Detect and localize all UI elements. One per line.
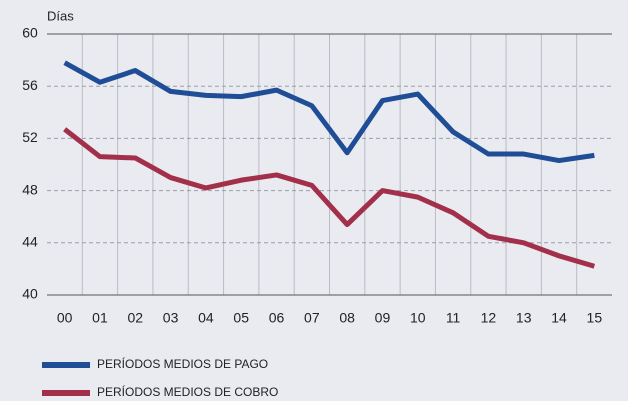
x-tick-label: 10 [410,310,426,326]
y-tick-label: 56 [22,77,38,93]
y-tick-label: 44 [22,234,38,250]
x-tick-label: 11 [446,310,461,326]
x-tick-label: 01 [92,310,108,326]
x-tick-label: 12 [481,310,497,326]
x-tick-label: 08 [339,310,355,326]
y-tick-label: 40 [22,286,38,302]
x-tick-label: 13 [516,310,532,326]
legend-label: PERÍODOS MEDIOS DE PAGO [97,356,268,371]
legend-label: PERÍODOS MEDIOS DE COBRO [97,384,278,399]
y-tick-label: 48 [22,181,38,197]
x-tick-label: 09 [375,310,391,326]
x-tick-label: 03 [163,310,179,326]
line-series [63,127,596,269]
x-tick-label: 00 [57,310,73,326]
x-tick-label: 06 [269,310,285,326]
y-tick-label: 60 [22,25,38,41]
x-tick-label: 14 [551,310,567,326]
x-tick-label: 15 [587,310,603,326]
y-tick-label: 52 [22,129,38,145]
x-tick-label: 07 [304,310,320,326]
x-tick-label: 02 [127,310,143,326]
y-axis-label: Días [47,8,74,23]
x-tick-label: 05 [233,310,249,326]
x-tick-label: 04 [198,310,214,326]
line-series [63,60,595,164]
